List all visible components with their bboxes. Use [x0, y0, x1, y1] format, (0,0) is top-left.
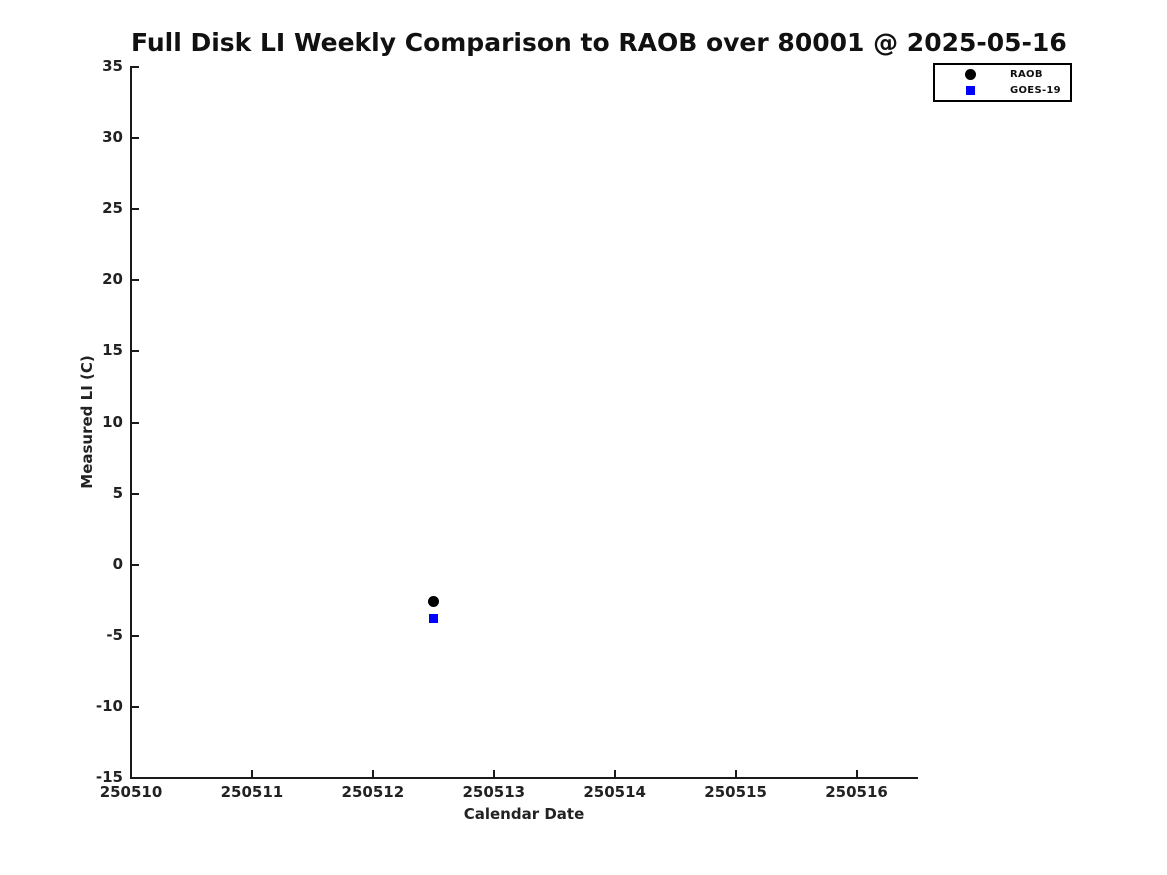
y-tick-label: 30 — [102, 128, 123, 147]
plot-area — [130, 66, 917, 779]
y-tick-mark — [131, 66, 139, 68]
y-tick-label: 25 — [102, 199, 123, 218]
x-tick-mark — [130, 770, 132, 778]
y-tick-label: 10 — [102, 412, 123, 431]
y-tick-label: -5 — [106, 625, 123, 644]
legend: RAOB GOES-19 — [933, 63, 1072, 102]
raob-data-point — [427, 596, 439, 608]
y-tick-mark — [131, 421, 139, 424]
y-tick-label: 15 — [102, 341, 123, 360]
y-tick-label: 35 — [102, 57, 123, 75]
y-tick-mark — [131, 492, 139, 495]
x-tick-mark — [371, 770, 374, 778]
x-axis-label: Calendar Date — [463, 805, 585, 823]
x-tick-mark — [250, 770, 253, 778]
y-tick-label: -15 — [95, 768, 123, 786]
x-tick-label: 250512 — [341, 783, 405, 801]
x-axis-spine — [130, 777, 918, 779]
x-tick-mark — [492, 770, 495, 778]
y-tick-label: 0 — [112, 554, 123, 573]
y-tick-label: 20 — [102, 270, 123, 289]
y-tick-mark — [131, 777, 139, 779]
y-tick-mark — [131, 705, 139, 708]
y-tick-mark — [131, 634, 139, 637]
chart-title: Full Disk LI Weekly Comparison to RAOB o… — [131, 28, 1067, 57]
raob-legend-marker-icon — [964, 69, 976, 80]
x-tick-mark — [734, 770, 737, 778]
goes-19-data-point — [428, 614, 438, 624]
y-tick-label: 5 — [112, 483, 123, 502]
x-tick-label: 250510 — [99, 783, 163, 801]
legend-label: GOES-19 — [1010, 85, 1061, 96]
y-tick-mark — [131, 137, 139, 140]
x-tick-mark — [855, 770, 858, 778]
x-tick-label: 250516 — [825, 783, 888, 801]
legend-label: RAOB — [1010, 69, 1043, 80]
y-tick-mark — [131, 563, 139, 566]
legend-swatch-slot — [964, 86, 976, 95]
x-tick-label: 250515 — [704, 783, 767, 801]
legend-swatch-slot — [964, 69, 976, 80]
y-tick-mark — [131, 350, 139, 353]
legend-item: RAOB — [935, 67, 1070, 82]
x-tick-label: 250513 — [462, 783, 526, 801]
y-tick-label: -10 — [95, 696, 123, 715]
goes-19-legend-marker-icon — [965, 86, 975, 95]
x-tick-label: 250511 — [220, 783, 284, 801]
y-tick-mark — [131, 279, 139, 282]
x-tick-label: 250514 — [583, 783, 646, 801]
x-tick-mark — [613, 770, 616, 778]
y-tick-mark — [131, 208, 139, 211]
legend-item: GOES-19 — [935, 83, 1070, 98]
